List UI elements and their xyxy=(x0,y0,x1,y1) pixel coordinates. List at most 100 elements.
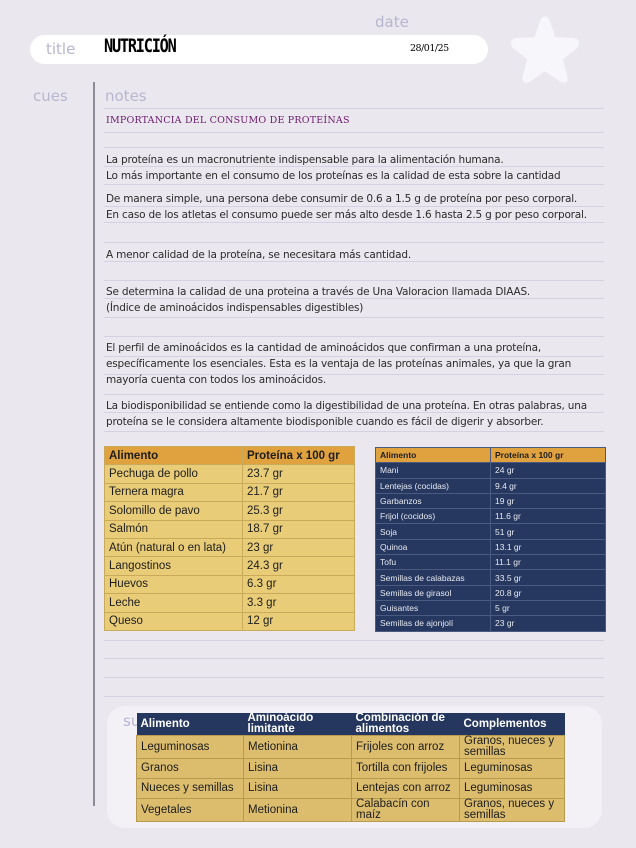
table-cell: Calabacín con maíz xyxy=(351,798,460,822)
animal-protein-table: Alimento Proteína x 100 gr Pechuga de pol… xyxy=(104,445,355,631)
table-row: Vegetales Metionina Calabacín con maíz Gran… xyxy=(136,798,565,822)
table-row: Semillas de ajonjolí 23 gr xyxy=(375,615,606,632)
column-header: Alimento xyxy=(104,445,243,466)
note-line: Lo más importante en el consumo de los p… xyxy=(106,170,561,182)
column-header: Alimento xyxy=(136,713,244,736)
table-cell: Ternera magra xyxy=(104,482,243,503)
note-line: En caso de los atletas el consumo puede … xyxy=(106,209,587,221)
table-cell: Granos, nueces y semillas xyxy=(459,735,565,759)
column-header: Alimento xyxy=(375,446,491,464)
summary-label: su xyxy=(123,712,141,730)
table-row: Mani 24 gr xyxy=(375,462,606,479)
column-header: Proteína x 100 gr xyxy=(490,446,606,464)
table-cell: Garbanzos xyxy=(375,492,491,510)
title-label: title xyxy=(46,40,76,58)
table-cell: Lentejas con arroz xyxy=(351,778,460,799)
table-cell: Metionina xyxy=(243,735,352,759)
table-row: Semillas de girasol 20.8 gr xyxy=(375,584,606,601)
note-line: específicamente los esenciales. Esta es … xyxy=(106,358,572,370)
table-cell: 20.8 gr xyxy=(490,584,606,601)
table-cell: Huevos xyxy=(104,574,243,595)
note-line: Se determina la calidad de una proteina … xyxy=(106,286,531,298)
table-cell: 12 gr xyxy=(242,611,355,631)
table-cell: Guisantes xyxy=(375,599,491,617)
table-row: Soja 51 gr xyxy=(375,523,606,540)
table-row: Ternera magra 21.7 gr xyxy=(104,482,355,503)
table-cell: Semillas de ajonjolí xyxy=(375,615,491,632)
table-cell: 21.7 gr xyxy=(242,482,355,503)
table-cell: 51 gr xyxy=(490,523,606,540)
table-row: Atún (natural o en lata) 23 gr xyxy=(104,537,355,558)
table-cell: Tortilla con frijoles xyxy=(351,758,460,779)
table-cell: 24.3 gr xyxy=(242,556,355,576)
table-cell: 13.1 gr xyxy=(490,538,606,556)
table-cell: Tofu xyxy=(375,554,491,571)
table-cell: Granos xyxy=(136,758,244,779)
table-row: Lentejas (cocidas) 9.4 gr xyxy=(375,477,606,494)
table-cell: 18.7 gr xyxy=(242,519,355,539)
table-row: Leche 3.3 gr xyxy=(104,593,355,613)
table-cell: Salmón xyxy=(104,519,243,539)
table-row: Nueces y semillas Lisina Lentejas con arro… xyxy=(136,778,565,799)
combination-table: Alimento Aminoácido limitante Combinació… xyxy=(136,713,565,822)
table-row: Semillas de calabazas 33.5 gr xyxy=(375,569,606,586)
table-row: Langostinos 24.3 gr xyxy=(104,556,355,576)
table-cell: 19 gr xyxy=(490,492,606,510)
table-cell: Vegetales xyxy=(136,798,244,822)
date-value: 28/01/25 xyxy=(410,43,449,54)
section-heading: IMPORTANCIA DEL CONSUMO DE PROTEÍNAS xyxy=(106,115,350,126)
table-row: Frijol (cocidos) 11.6 gr xyxy=(375,508,606,525)
table-cell: Semillas de girasol xyxy=(375,584,491,601)
table-cell: 5 gr xyxy=(490,599,606,617)
plant-protein-table: Alimento Proteína x 100 gr Mani 24 gr Lente… xyxy=(375,446,606,632)
table-cell: Frijoles con arroz xyxy=(351,735,460,759)
table-cell: Mani xyxy=(375,462,491,479)
table-cell: Quinoa xyxy=(375,538,491,556)
table-cell: 9.4 gr xyxy=(490,477,606,494)
table-row: Quinoa 13.1 gr xyxy=(375,538,606,556)
table-cell: Atún (natural o en lata) xyxy=(104,537,243,558)
table-row: Tofu 11.1 gr xyxy=(375,554,606,571)
note-line: La proteína es un macronutriente indispe… xyxy=(106,154,504,166)
table-cell: 6.3 gr xyxy=(242,574,355,595)
table-cell: Leguminosas xyxy=(136,735,244,759)
table-cell: 23 gr xyxy=(490,615,606,632)
table-cell: Metionina xyxy=(243,798,352,822)
table-cell: Lisina xyxy=(243,778,352,799)
table-row: Solomillo de pavo 25.3 gr xyxy=(104,501,355,521)
table-cell: Queso xyxy=(104,611,243,631)
table-cell: Pechuga de pollo xyxy=(104,464,243,484)
table-row: Salmón 18.7 gr xyxy=(104,519,355,539)
table-cell: 33.5 gr xyxy=(490,569,606,586)
note-line: El perfil de aminoácidos es la cantidad … xyxy=(106,342,541,354)
table-row: Granos Lisina Tortilla con frijoles Legumin… xyxy=(136,758,565,779)
note-line: La biodisponibilidad se entiende como la… xyxy=(106,400,587,412)
page-title: NUTRICIÓN xyxy=(104,35,177,57)
table-cell: Lentejas (cocidas) xyxy=(375,477,491,494)
table-cell: Leche xyxy=(104,593,243,613)
table-cell: Langostinos xyxy=(104,556,243,576)
table-row: Huevos 6.3 gr xyxy=(104,574,355,595)
table-cell: Solomillo de pavo xyxy=(104,501,243,521)
table-cell: Nueces y semillas xyxy=(136,778,244,799)
table-cell: 11.1 gr xyxy=(490,554,606,571)
note-line: (Índice de aminoácidos indispensables di… xyxy=(106,302,364,314)
column-header: Combinación de alimentos xyxy=(351,713,460,736)
table-row: Guisantes 5 gr xyxy=(375,599,606,617)
column-header: Proteína x 100 gr xyxy=(242,445,355,466)
table-cell: 24 gr xyxy=(490,462,606,479)
table-row: Queso 12 gr xyxy=(104,611,355,631)
cues-label: cues xyxy=(33,87,68,105)
table-cell: Leguminosas xyxy=(459,758,565,779)
note-line: A menor calidad de la proteína, se neces… xyxy=(106,249,411,261)
table-cell: 23 gr xyxy=(242,537,355,558)
table-row: Leguminosas Metionina Frijoles con arroz Gr… xyxy=(136,735,565,759)
table-cell: Lisina xyxy=(243,758,352,779)
note-line: De manera simple, una persona debe consu… xyxy=(106,193,578,205)
notes-label: notes xyxy=(105,87,147,105)
title-bar[interactable] xyxy=(30,35,488,64)
column-header: Aminoácido limitante xyxy=(243,713,352,736)
note-line: mayoría cuenta con todos los aminoácidos… xyxy=(106,374,326,386)
table-cell: Soja xyxy=(375,523,491,540)
table-cell: Leguminosas xyxy=(459,778,565,799)
